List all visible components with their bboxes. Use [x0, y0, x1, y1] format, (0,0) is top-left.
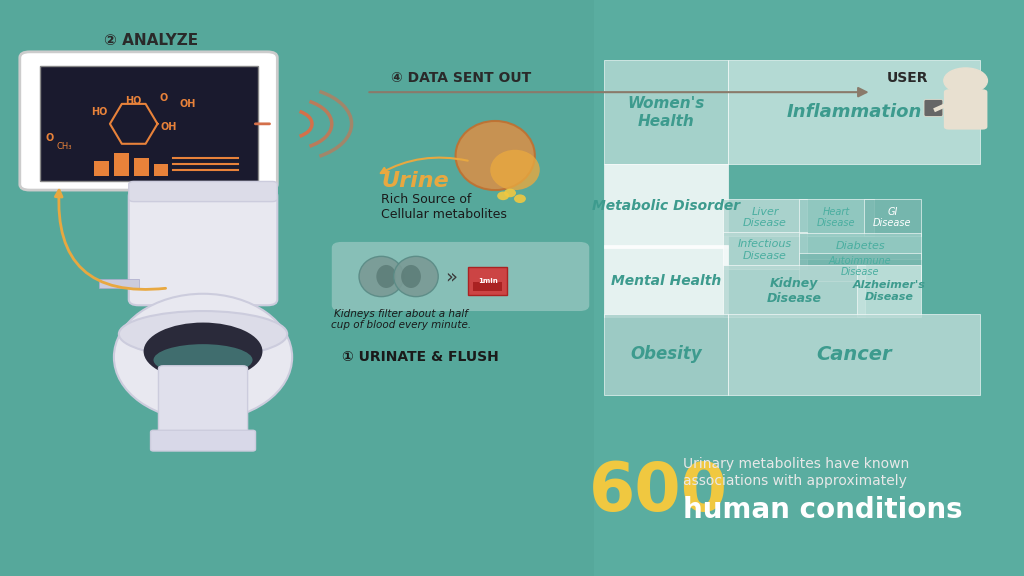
Ellipse shape — [401, 265, 421, 288]
Text: HO: HO — [91, 107, 108, 118]
Circle shape — [944, 68, 987, 93]
Ellipse shape — [377, 265, 396, 288]
FancyBboxPatch shape — [723, 232, 807, 269]
FancyBboxPatch shape — [332, 242, 589, 311]
FancyBboxPatch shape — [723, 265, 864, 317]
Text: ② ANALYZE: ② ANALYZE — [104, 33, 198, 48]
FancyBboxPatch shape — [40, 66, 257, 181]
FancyBboxPatch shape — [19, 52, 278, 190]
FancyBboxPatch shape — [863, 199, 921, 236]
FancyBboxPatch shape — [0, 0, 594, 576]
FancyBboxPatch shape — [723, 199, 807, 236]
FancyBboxPatch shape — [151, 430, 256, 451]
Text: O: O — [160, 93, 168, 103]
Text: Alzheimer's
Disease: Alzheimer's Disease — [852, 280, 926, 302]
Bar — [114, 153, 129, 176]
Text: OH: OH — [180, 98, 197, 109]
Text: HO: HO — [126, 96, 142, 106]
FancyBboxPatch shape — [924, 100, 943, 116]
Ellipse shape — [119, 311, 287, 357]
FancyBboxPatch shape — [604, 164, 728, 248]
FancyBboxPatch shape — [129, 190, 278, 305]
Text: Women's
Health: Women's Health — [628, 96, 705, 128]
FancyBboxPatch shape — [800, 233, 921, 259]
FancyBboxPatch shape — [129, 181, 278, 202]
FancyBboxPatch shape — [944, 89, 987, 130]
Bar — [134, 158, 148, 176]
Text: Kidney
Disease: Kidney Disease — [766, 277, 821, 305]
Ellipse shape — [154, 344, 253, 376]
Ellipse shape — [143, 323, 262, 380]
FancyBboxPatch shape — [857, 265, 921, 317]
Ellipse shape — [504, 189, 516, 197]
Text: Rich Source of
Cellular metabolites: Rich Source of Cellular metabolites — [381, 194, 507, 221]
Bar — [94, 161, 109, 176]
Text: associations with approximately: associations with approximately — [683, 474, 907, 488]
Text: ① URINATE & FLUSH: ① URINATE & FLUSH — [342, 350, 499, 364]
Text: Inflammation: Inflammation — [786, 103, 922, 122]
Text: Liver
Disease: Liver Disease — [743, 207, 787, 228]
Text: O: O — [45, 133, 53, 143]
Text: OH: OH — [160, 122, 176, 132]
FancyBboxPatch shape — [159, 366, 248, 441]
FancyBboxPatch shape — [468, 267, 507, 295]
Bar — [154, 164, 168, 176]
Text: Autoimmune
Disease: Autoimmune Disease — [828, 256, 892, 278]
FancyBboxPatch shape — [604, 245, 728, 317]
Ellipse shape — [456, 121, 535, 190]
FancyBboxPatch shape — [800, 253, 921, 281]
Text: »: » — [444, 267, 457, 286]
Text: USER: USER — [887, 71, 928, 85]
Text: Urine: Urine — [381, 172, 450, 191]
FancyBboxPatch shape — [99, 279, 138, 288]
Ellipse shape — [490, 150, 540, 190]
Ellipse shape — [498, 191, 509, 200]
Ellipse shape — [393, 256, 438, 297]
FancyBboxPatch shape — [599, 58, 990, 415]
Text: Urinary metabolites have known: Urinary metabolites have known — [683, 457, 909, 471]
Ellipse shape — [114, 294, 292, 420]
Text: Heart
Disease: Heart Disease — [817, 207, 856, 228]
Text: 600: 600 — [589, 460, 728, 525]
Ellipse shape — [359, 256, 403, 297]
Text: Diabetes: Diabetes — [836, 241, 885, 251]
Ellipse shape — [514, 195, 526, 203]
Text: Cancer: Cancer — [816, 345, 892, 363]
FancyBboxPatch shape — [473, 282, 502, 291]
FancyBboxPatch shape — [728, 314, 981, 395]
FancyBboxPatch shape — [604, 314, 728, 395]
Text: Kidneys filter about a half
cup of blood every minute.: Kidneys filter about a half cup of blood… — [331, 309, 471, 331]
Text: Mental Health: Mental Health — [611, 274, 721, 288]
Text: Infectious
Disease: Infectious Disease — [738, 240, 793, 261]
Text: Metabolic Disorder: Metabolic Disorder — [592, 199, 740, 213]
Text: Obesity: Obesity — [630, 345, 701, 363]
Text: human conditions: human conditions — [683, 496, 963, 524]
FancyBboxPatch shape — [800, 199, 873, 236]
Text: 1min: 1min — [478, 278, 498, 284]
Text: CH₃: CH₃ — [56, 142, 72, 151]
FancyBboxPatch shape — [728, 60, 981, 164]
Text: ④ DATA SENT OUT: ④ DATA SENT OUT — [391, 71, 531, 85]
FancyBboxPatch shape — [604, 60, 728, 164]
Text: GI
Disease: GI Disease — [873, 207, 911, 228]
